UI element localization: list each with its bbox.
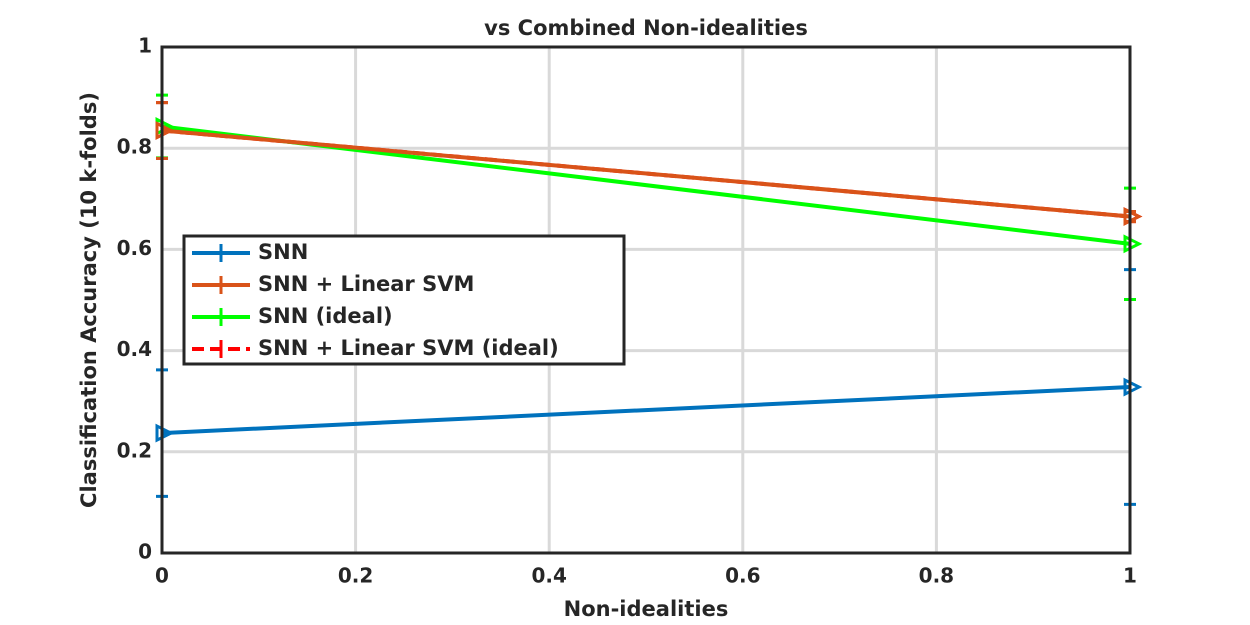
x-tick-label: 0.4: [531, 564, 566, 588]
marker: [1123, 234, 1143, 254]
x-tick-label: 0.2: [338, 564, 373, 588]
legend: SNN SNN + Linear SVM SNN (ideal) SNN + Line…: [182, 234, 626, 366]
legend-label: SNN + Linear SVM (ideal): [258, 336, 559, 360]
series-line: [161, 385, 1131, 436]
x-tick-label: 0.6: [725, 564, 760, 588]
series-line: [161, 128, 1131, 219]
y-tick-label: 0.4: [117, 337, 152, 361]
y-tick-label: 0: [138, 540, 152, 564]
legend-label: SNN + Linear SVM: [258, 272, 474, 296]
y-axis-label: Classification Accuracy (10 k-folds): [77, 92, 101, 508]
axes-box: [160, 45, 1132, 555]
marker: [155, 423, 175, 443]
y-tick-label: 0.6: [117, 236, 152, 260]
chart-title: vs Combined Non-idealities: [484, 16, 808, 40]
x-tick-label: 0.8: [919, 564, 954, 588]
x-tick-label: 0: [155, 564, 169, 588]
marker: [1123, 207, 1143, 226]
y-tick-label: 0.8: [117, 135, 152, 159]
legend-label: SNN: [258, 240, 308, 264]
y-tick-label: 0.2: [117, 438, 152, 462]
x-tick-label: 1: [1123, 564, 1137, 588]
x-axis-label: Non-idealities: [564, 597, 729, 621]
legend-box: [182, 234, 626, 366]
marker: [155, 121, 175, 140]
y-tick-label: 1: [138, 34, 152, 58]
legend-label: SNN (ideal): [258, 304, 393, 328]
marker: [1123, 377, 1143, 397]
